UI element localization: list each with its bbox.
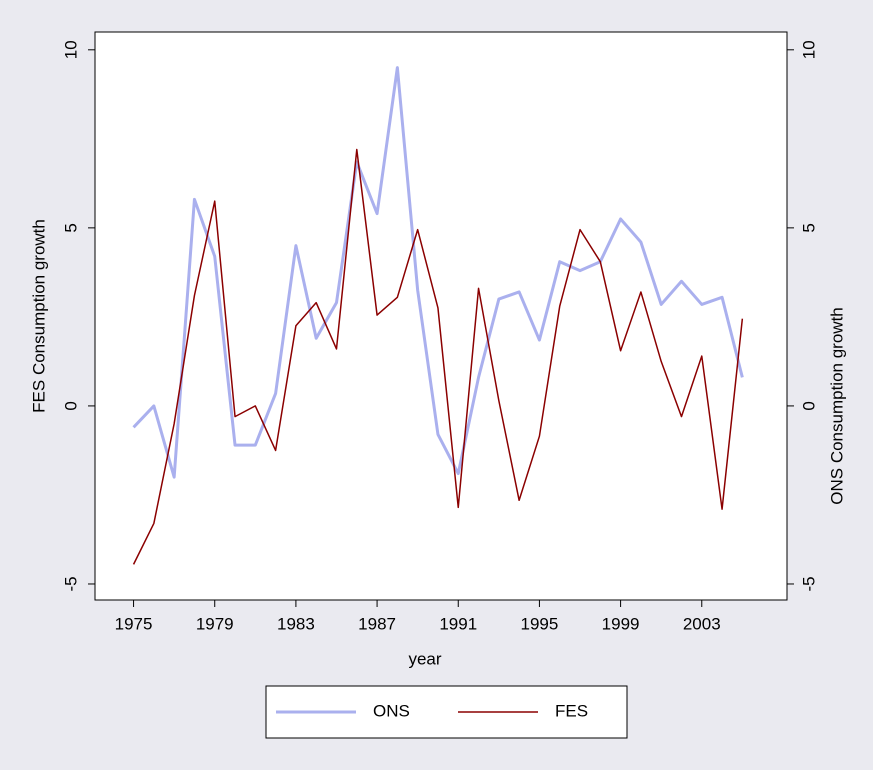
y-tick-label: 5 xyxy=(61,223,80,232)
x-tick-label: 1987 xyxy=(358,614,396,633)
line-series xyxy=(132,66,744,479)
y2-axis-title: ONS Consumption growth xyxy=(827,307,846,504)
y-tick-label: 0 xyxy=(61,401,80,410)
y2-tick-label: 0 xyxy=(799,401,818,410)
legend-label: ONS xyxy=(373,701,410,720)
x-tick-label: 1983 xyxy=(277,614,315,633)
x-tick-label: 1979 xyxy=(196,614,234,633)
x-tick-label: 1999 xyxy=(602,614,640,633)
y-tick-label: 10 xyxy=(61,40,80,59)
y2-tick-label: 10 xyxy=(799,40,818,59)
plot-area xyxy=(94,31,788,601)
legend-label: FES xyxy=(555,701,588,720)
x-axis-title: year xyxy=(408,649,441,668)
x-tick-label: 1975 xyxy=(115,614,153,633)
line-series xyxy=(132,148,744,565)
y-axis-title: FES Consumption growth xyxy=(29,219,48,413)
y2-tick-label: -5 xyxy=(799,576,818,591)
y-tick-label: -5 xyxy=(61,576,80,591)
x-tick-label: 1991 xyxy=(439,614,477,633)
x-tick-label: 2003 xyxy=(683,614,721,633)
x-tick-label: 1995 xyxy=(521,614,559,633)
y2-tick-label: 5 xyxy=(799,223,818,232)
